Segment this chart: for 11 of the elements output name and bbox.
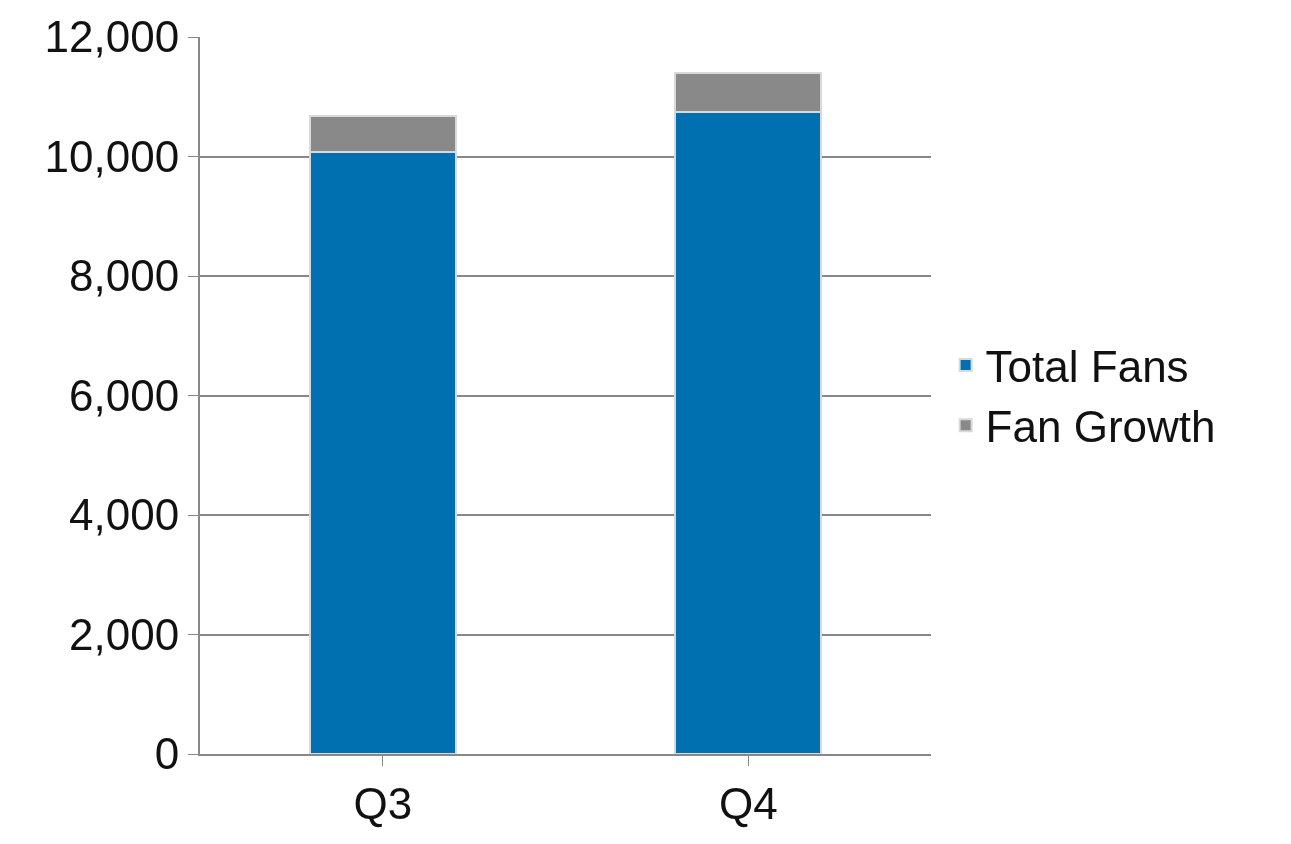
- y-tick-label: 2,000: [69, 609, 180, 659]
- y-tick-label: 6,000: [69, 370, 180, 420]
- y-tick-label: 8,000: [69, 251, 180, 301]
- x-tick-label: Q3: [353, 778, 413, 828]
- y-tick-label: 10,000: [44, 131, 180, 181]
- legend-label: Fan Growth: [985, 402, 1216, 452]
- x-tick-label: Q4: [718, 778, 778, 828]
- legend-label: Total Fans: [985, 342, 1189, 392]
- y-tick-label: 12,000: [44, 12, 180, 62]
- y-tick-label: 4,000: [69, 490, 180, 540]
- y-tick-label: 0: [154, 729, 180, 779]
